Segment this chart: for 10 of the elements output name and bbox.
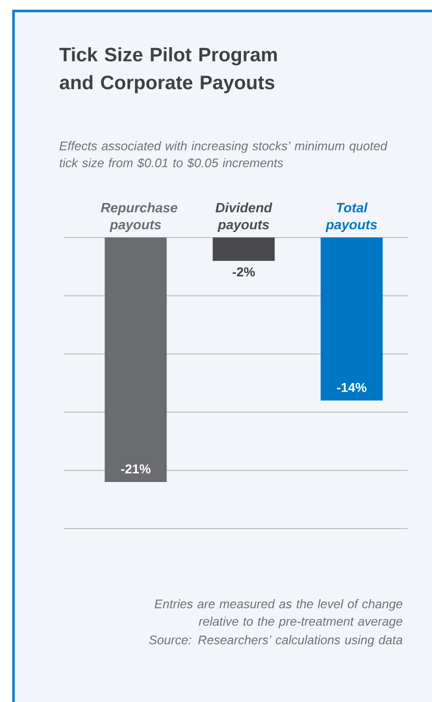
source-note: Source: Researchers’ calculations using data — [149, 635, 402, 647]
text: Entries are measured as the level of change relative to the pre-treatment average — [154, 599, 402, 628]
chart-title: Tick Size Pilot Program and Corporate Payouts — [59, 47, 277, 94]
chart-subtitle: Effects associated with increasing stocks’ minimum quoted tick size from $0.01 to $0.05 increments — [60, 141, 388, 168]
x-tick-label: Repurchase payouts — [100, 202, 178, 232]
x-tick-label: Total payouts — [326, 202, 377, 232]
data-label: -21% — [121, 464, 150, 474]
data-label: -14% — [337, 382, 366, 392]
data-label: -2% — [232, 267, 255, 276]
x-tick-label: Dividend payouts — [216, 202, 272, 232]
